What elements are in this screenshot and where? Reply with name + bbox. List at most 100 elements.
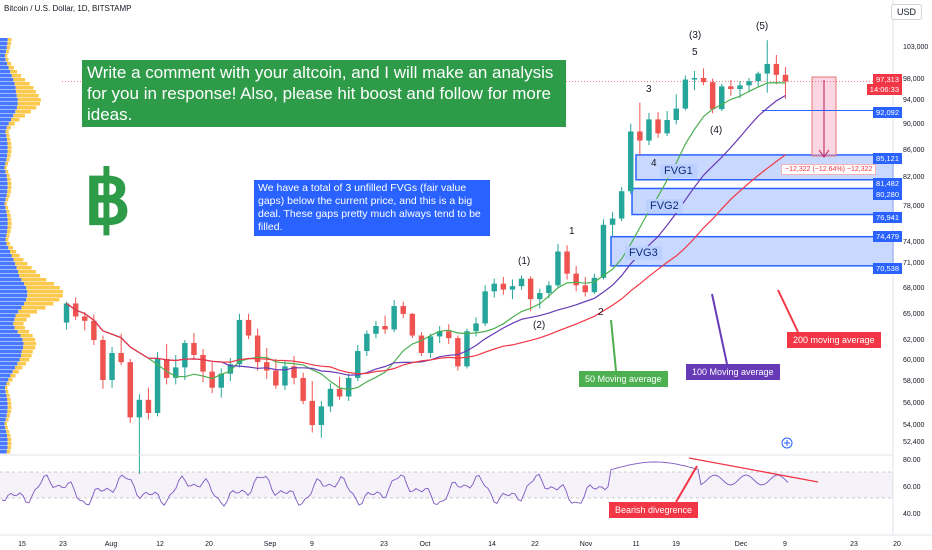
- volume-bar-blue: [0, 134, 7, 138]
- x-tick-label: 12: [156, 541, 164, 548]
- volume-bar-blue: [0, 206, 6, 210]
- candle-body: [400, 306, 406, 314]
- volume-bar-blue: [0, 230, 8, 234]
- volume-bar-blue: [0, 114, 14, 118]
- volume-bar-blue: [0, 298, 27, 302]
- volume-bar-yellow: [6, 126, 11, 130]
- volume-bar-yellow: [7, 230, 11, 234]
- bearish-divergence-callout: Bearish divegrence: [609, 502, 699, 518]
- volume-bar-yellow: [17, 330, 30, 334]
- volume-bar-yellow: [6, 194, 10, 198]
- volume-bar-yellow: [16, 266, 32, 270]
- candle-body: [200, 355, 206, 372]
- candle-body: [254, 335, 261, 363]
- currency-button[interactable]: USD: [890, 4, 922, 20]
- volume-bar-yellow: [19, 358, 30, 362]
- volume-bar-blue: [0, 46, 7, 50]
- volume-bar-blue: [0, 446, 8, 450]
- volume-bar-yellow: [18, 270, 36, 274]
- volume-bar-blue: [0, 186, 8, 190]
- volume-bar-blue: [0, 142, 8, 146]
- candle-body: [527, 278, 534, 300]
- rsi-line: [1, 461, 789, 507]
- volume-bar-blue: [0, 390, 6, 394]
- volume-bar-yellow: [15, 110, 31, 114]
- ma100-pointer: [711, 293, 728, 365]
- candle-body: [609, 218, 616, 225]
- ma200-callout: 200 moving average: [787, 332, 881, 348]
- candle-body: [673, 108, 679, 120]
- volume-bar-blue: [0, 290, 28, 294]
- volume-bar-blue: [0, 202, 5, 206]
- candle-body: [628, 131, 634, 192]
- volume-bar-blue: [0, 66, 9, 70]
- candle-body: [109, 353, 115, 380]
- volume-bar-yellow: [17, 362, 26, 366]
- volume-bar-yellow: [23, 342, 37, 346]
- candle-body: [145, 399, 152, 413]
- candle-body: [136, 399, 143, 418]
- volume-bar-yellow: [7, 62, 12, 66]
- fvg3-label: FVG3: [625, 246, 662, 260]
- volume-bar-yellow: [8, 66, 14, 70]
- y-tick-label: 90,000: [903, 121, 925, 128]
- candle-body: [500, 283, 507, 290]
- volume-bar-blue: [0, 414, 7, 418]
- volume-bar-blue: [0, 242, 7, 246]
- volume-bar-yellow: [16, 106, 37, 110]
- x-tick-label: 11: [632, 541, 639, 548]
- volume-bar-blue: [0, 410, 8, 414]
- volume-bar-yellow: [11, 118, 20, 122]
- volume-bar-yellow: [20, 334, 33, 338]
- volume-bar-blue: [0, 250, 11, 254]
- volume-bar-blue: [0, 150, 8, 154]
- candle-body: [373, 326, 379, 334]
- x-tick-label: 9: [310, 541, 314, 548]
- candle-body: [236, 319, 243, 365]
- volume-bar-yellow: [14, 326, 25, 330]
- candle-body: [327, 388, 334, 407]
- candle-body: [637, 131, 643, 141]
- candle-body: [91, 320, 97, 340]
- price-axis: 103,000 98,000 94,000 90,000 86,000 82,000 78,…: [892, 0, 928, 535]
- volume-bar-blue: [0, 354, 22, 358]
- volume-bar-yellow: [14, 366, 23, 370]
- candle-body: [473, 323, 479, 332]
- volume-bar-yellow: [21, 354, 32, 358]
- candle-body: [291, 366, 297, 378]
- volume-bar-yellow: [6, 134, 10, 138]
- candle-body: [773, 63, 780, 75]
- volume-bar-blue: [0, 382, 7, 386]
- candle-body: [436, 331, 443, 337]
- volume-bar-yellow: [22, 338, 36, 342]
- y-tick-label: 94,000: [903, 97, 925, 104]
- wave-label: (1): [518, 256, 531, 267]
- candle-body: [418, 335, 425, 353]
- x-tick-label: Dec: [735, 541, 748, 548]
- candle-body: [709, 82, 716, 110]
- fvg1-label: FVG1: [660, 164, 697, 178]
- candle-body: [782, 74, 789, 82]
- candle-body: [719, 86, 725, 110]
- volume-bar-blue: [0, 426, 6, 430]
- candle-body: [227, 364, 234, 374]
- volume-bar-blue: [0, 318, 15, 322]
- volume-bar-yellow: [6, 46, 11, 50]
- candle-body: [582, 285, 588, 293]
- plus-circle-icon: [781, 437, 793, 449]
- volume-bar-blue: [0, 130, 6, 134]
- volume-bar-yellow: [7, 42, 12, 46]
- volume-bar-yellow: [26, 286, 60, 290]
- volume-bar-blue: [0, 42, 8, 46]
- volume-bar-blue: [0, 366, 15, 370]
- candle-body: [300, 377, 306, 401]
- volume-bar-yellow: [5, 206, 9, 210]
- volume-bar-yellow: [5, 418, 9, 422]
- wave-label: (3): [689, 30, 702, 41]
- candle-body: [273, 370, 279, 386]
- volume-bar-blue: [0, 402, 8, 406]
- candle-body: [518, 278, 525, 287]
- y-tick-label: 71,000: [903, 260, 925, 267]
- rsi-tick-label: 60.00: [903, 484, 921, 491]
- fvg1-bottom-tag: 81,482: [873, 178, 902, 189]
